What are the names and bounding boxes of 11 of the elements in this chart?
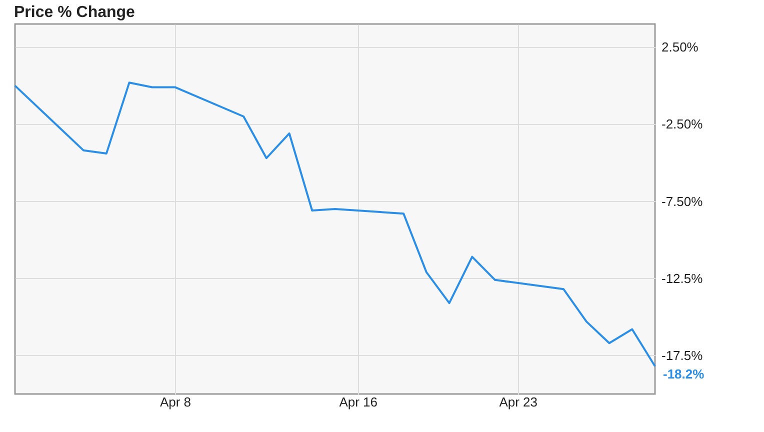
x-tick-label: Apr 8 [160,394,192,410]
line-series [14,82,656,368]
chart-title: Price % Change [14,4,136,21]
y-tick-label: -12.5% [662,270,704,286]
y-tick-label: 2.50% [662,40,699,55]
x-tick-label: Apr 16 [339,394,378,410]
annotation: -18.2% [663,366,705,382]
y-tick-label: -2.50% [662,116,704,132]
y-tick-label: -7.50% [662,194,704,209]
x-tick-label: Apr 23 [499,394,538,410]
y-tick-label: -17.5% [662,348,704,363]
